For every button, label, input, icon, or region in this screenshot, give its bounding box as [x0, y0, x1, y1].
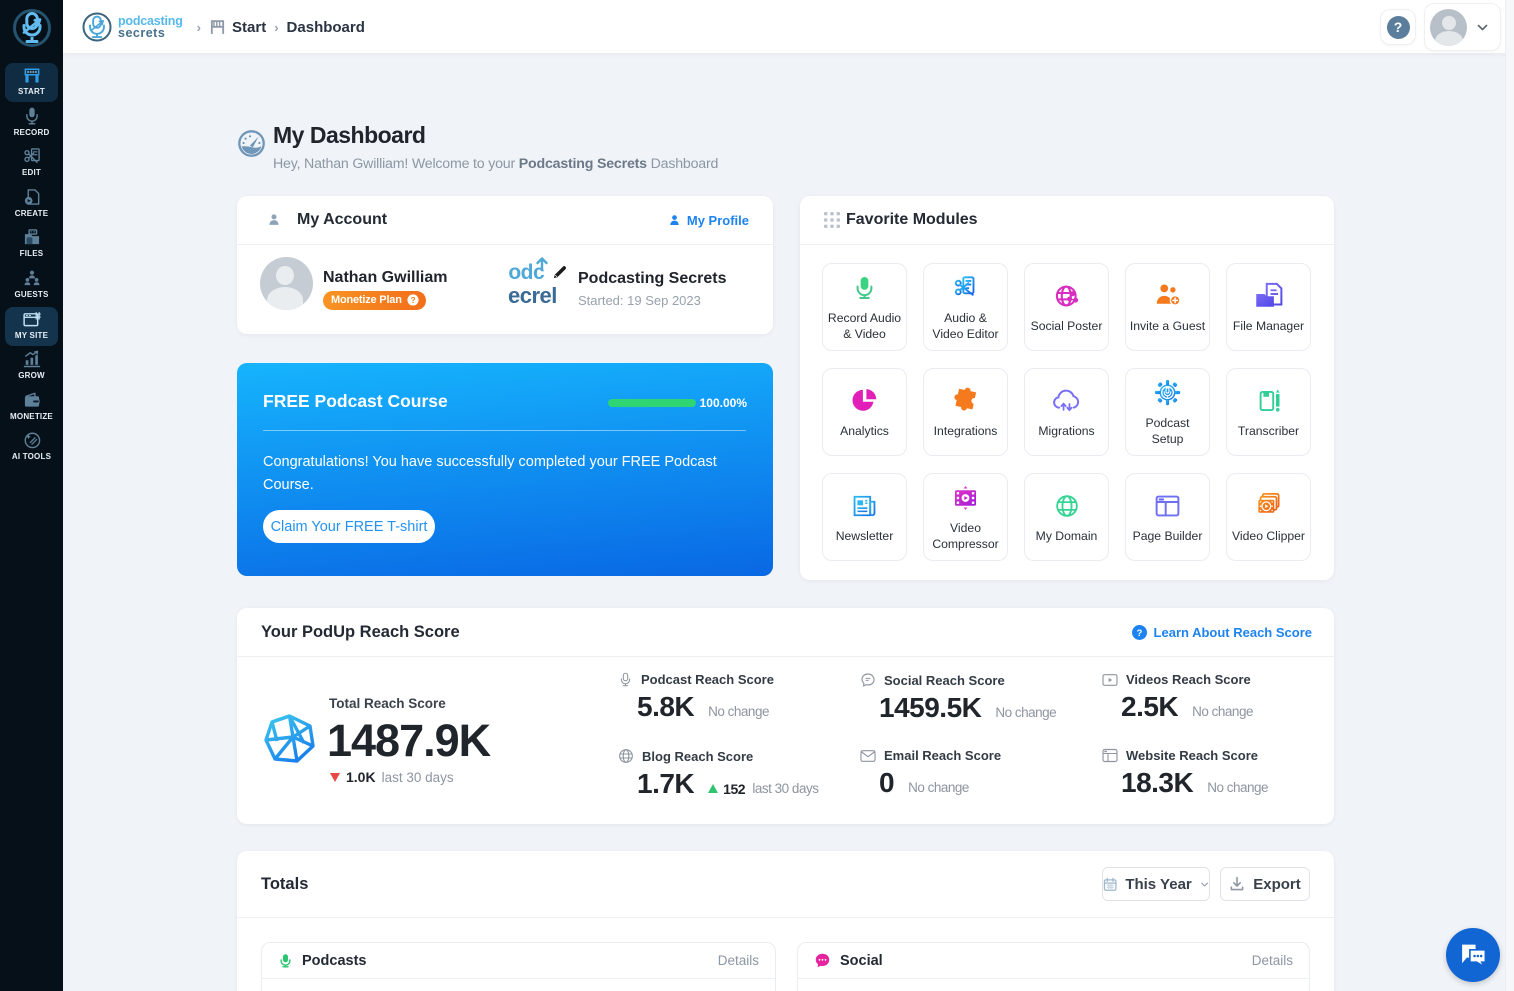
svg-text:?: ?	[410, 296, 415, 305]
svg-text:?: ?	[1136, 627, 1142, 637]
